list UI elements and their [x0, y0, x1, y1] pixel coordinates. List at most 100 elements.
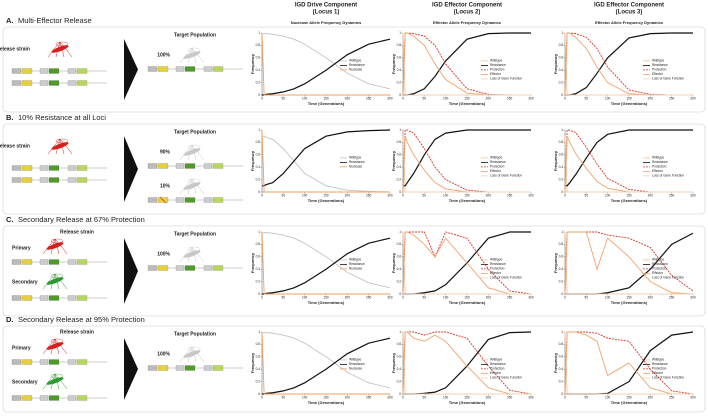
legend-label: Protection	[652, 267, 667, 271]
legend-label: Effector	[490, 371, 502, 375]
y-tick-label: 0.2	[256, 279, 261, 283]
x-tick-label: 150	[464, 395, 470, 399]
x-tick-label: 250	[669, 295, 675, 299]
construct-element	[39, 295, 49, 301]
x-tick-label: 300	[528, 295, 534, 299]
y-tick-label: 1	[399, 128, 401, 132]
y-tick-label: 0.6	[256, 153, 261, 157]
mosquito-wing	[50, 373, 64, 379]
x-tick-label: 300	[690, 295, 696, 299]
y-tick-label: 0	[561, 292, 563, 296]
construct-element	[67, 165, 77, 171]
series-line	[262, 38, 391, 96]
legend-label: Resistance	[490, 362, 506, 366]
y-tick-label: 0.8	[559, 43, 564, 47]
y-tick-label: 1	[258, 330, 260, 334]
x-tick-label: 200	[648, 395, 654, 399]
series-line	[564, 32, 693, 96]
series-line	[564, 231, 693, 295]
y-tick-label: 0.6	[397, 355, 402, 359]
mosquito	[47, 138, 73, 155]
series-line	[402, 136, 531, 193]
resistance-mark	[159, 196, 167, 204]
x-tick-label: 150	[626, 395, 632, 399]
construct-element	[67, 395, 77, 401]
axes	[564, 232, 693, 295]
legend-label: Resistance	[652, 63, 668, 67]
mosquito-wing	[187, 144, 201, 150]
mosquito-leg	[191, 246, 205, 263]
x-tick-label: 300	[690, 96, 696, 100]
y-tick-label: 0.2	[559, 279, 564, 283]
axes	[261, 332, 390, 395]
series-line	[261, 231, 390, 295]
mosquito-leg	[59, 41, 73, 58]
series-line	[565, 232, 694, 295]
legend-label: Resistance	[652, 160, 668, 164]
row-label: D.	[6, 315, 14, 324]
mosquito-leg	[191, 178, 197, 195]
y-tick-label: 0.4	[397, 68, 402, 72]
y-tick-label: 0.6	[559, 255, 564, 259]
x-tick-label: 100	[605, 193, 611, 197]
y-tick-label: 0.4	[397, 165, 402, 169]
y-tick-label: 1	[258, 31, 260, 35]
y-tick-label: 0.6	[256, 355, 261, 359]
arrow	[124, 338, 138, 400]
mosquito	[179, 178, 205, 195]
y-tick-label: 0.4	[559, 267, 564, 271]
construct-element	[67, 68, 77, 74]
mosquito-leg	[54, 273, 60, 290]
construct-element	[11, 80, 22, 86]
target-label: Target Population	[174, 32, 216, 38]
construct-element	[76, 295, 88, 301]
x-tick-label: 0	[261, 295, 263, 299]
y-tick-label: 0	[258, 292, 260, 296]
construct-element	[76, 80, 88, 86]
secondary-label: Secondary	[12, 379, 38, 385]
x-axis-label: Time (Generations)	[611, 400, 648, 405]
x-axis-label: Time (Generations)	[308, 198, 345, 203]
mosquito	[179, 144, 205, 161]
legend-label: Nuclease	[349, 267, 363, 271]
series-line	[261, 332, 391, 389]
legend-label: Loss of Gene Function	[490, 77, 522, 81]
legend-label: Resistance	[349, 262, 365, 266]
series-line	[403, 331, 532, 395]
construct-element	[11, 177, 22, 183]
mosquito-wing	[187, 346, 201, 352]
construct	[147, 66, 243, 72]
mosquito-leg	[50, 238, 56, 255]
series-line	[402, 32, 531, 96]
x-tick-label: 300	[387, 395, 393, 399]
mosquito-leg	[191, 246, 197, 263]
y-tick-label: 0	[561, 93, 563, 97]
mosquito	[179, 246, 205, 263]
construct-element	[184, 365, 196, 371]
legend-label: Effector	[652, 169, 664, 173]
mosquito-leg	[187, 47, 193, 64]
x-tick-label: 100	[302, 395, 308, 399]
series-line	[402, 32, 531, 96]
x-tick-label: 150	[464, 295, 470, 299]
legend-label: Loss of Gene Function	[652, 77, 684, 81]
x-tick-label: 50	[282, 193, 286, 197]
construct-element	[147, 197, 158, 203]
series-line	[261, 129, 390, 193]
x-tick-label: 250	[366, 96, 372, 100]
x-tick-label: 300	[528, 395, 534, 399]
mosquito-leg	[191, 47, 197, 64]
legend-label: Resistance	[490, 63, 506, 67]
legend-label: Nuclease	[349, 367, 363, 371]
x-axis-label: Time (Generations)	[449, 300, 486, 305]
construct-element	[39, 80, 49, 86]
x-tick-label: 150	[464, 96, 470, 100]
mosquito-leg	[187, 246, 193, 263]
legend-label: Nuclease	[349, 68, 363, 72]
construct	[147, 196, 243, 204]
y-tick-label: 0.8	[256, 242, 261, 246]
construct-element	[212, 66, 224, 72]
x-axis-label: Time (Generations)	[611, 101, 648, 106]
x-tick-label: 150	[626, 96, 632, 100]
